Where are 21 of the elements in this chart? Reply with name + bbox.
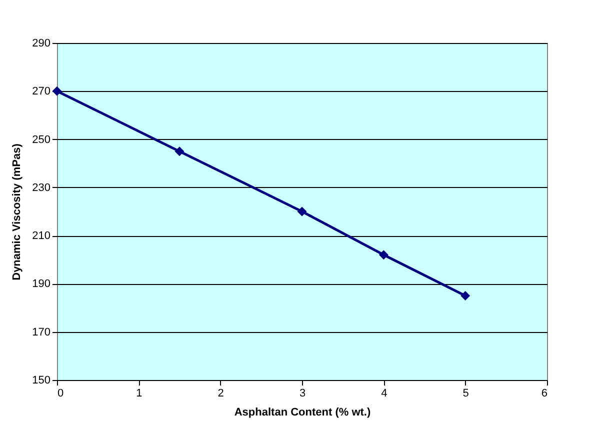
x-tick-label: 5 <box>462 388 469 400</box>
x-tick-label: 4 <box>381 388 388 400</box>
y-tick-label: 290 <box>32 38 50 50</box>
y-tick-label: 190 <box>32 278 50 290</box>
x-tick-label: 0 <box>58 388 64 400</box>
y-tick-label: 230 <box>32 182 50 194</box>
point <box>174 146 184 156</box>
y-tick-label: 150 <box>32 374 50 386</box>
y-tick-label: 250 <box>32 134 50 146</box>
x-tick-label: 3 <box>299 388 306 400</box>
point <box>297 206 307 216</box>
point <box>460 291 470 300</box>
x-axis-title: Asphaltan Content (% wt.) <box>234 406 371 418</box>
y-tick-label: 270 <box>32 86 50 98</box>
x-tick-label: 6 <box>541 388 548 400</box>
x-tick-label: 2 <box>218 388 224 400</box>
y-axis-title: Dynamic Viscosity (mPas) <box>11 143 24 280</box>
x-tick-label: 1 <box>136 388 142 400</box>
y-tick-label: 170 <box>32 326 50 338</box>
y-tick-label: 210 <box>32 230 50 242</box>
point <box>378 250 388 260</box>
